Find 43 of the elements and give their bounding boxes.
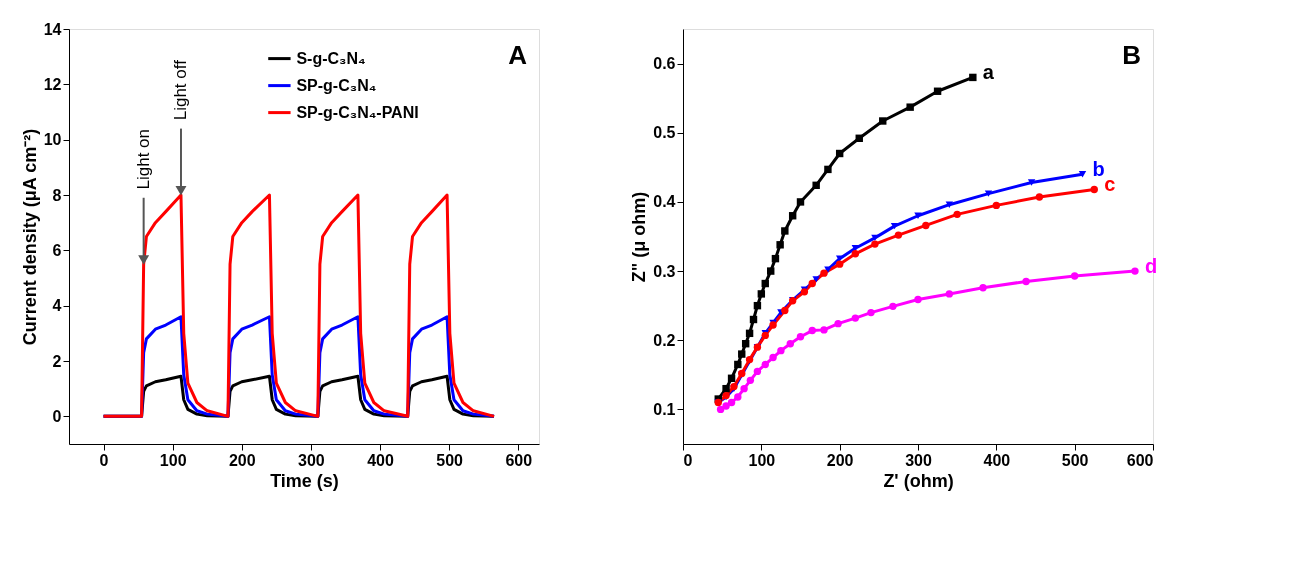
y-tick-label: 12 [43, 75, 62, 93]
x-tick-label: 200 [826, 451, 854, 469]
x-tick-label: 600 [1126, 451, 1154, 469]
annotation: Light on [133, 128, 153, 190]
legend-label: S-g-C₃N₄ [296, 49, 366, 67]
x-tick-label: 500 [1061, 451, 1089, 469]
y-tick-label: 2 [52, 352, 62, 370]
y-tick-label: 0.1 [653, 400, 676, 418]
y-tick-label: 0 [52, 407, 62, 425]
y-tick-label: 0.5 [653, 124, 676, 142]
y-tick-label: 0.2 [653, 331, 676, 349]
x-tick-label: 500 [436, 451, 464, 469]
x-tick-label: 100 [159, 451, 187, 469]
x-tick-label: 300 [905, 451, 932, 469]
legend-label: SP-g-C₃N₄-PANI [296, 103, 419, 121]
x-axis-title: Z' (ohm) [883, 470, 954, 491]
y-axis-title: Z" (μ ohm) [629, 191, 650, 283]
series-label: b [1092, 158, 1105, 181]
legend-label: SP-g-C₃N₄ [296, 76, 377, 94]
x-tick-label: 400 [367, 451, 394, 469]
annotation: Light off [170, 59, 190, 121]
y-tick-label: 6 [52, 241, 62, 259]
y-tick-label: 8 [52, 186, 62, 204]
series-label: d [1144, 255, 1158, 278]
x-tick-label: 100 [748, 451, 776, 469]
y-tick-label: 0.6 [653, 55, 676, 73]
x-tick-label: 600 [505, 451, 533, 469]
y-tick-label: 14 [43, 20, 62, 38]
x-tick-label: 0 [683, 451, 693, 469]
series-label: c [1104, 173, 1116, 196]
annotation: A [508, 40, 528, 70]
series-label: a [982, 61, 995, 84]
y-axis-title: Current density (μA cm⁻²) [19, 128, 40, 346]
y-tick-label: 4 [52, 297, 62, 315]
x-axis-title: Time (s) [270, 470, 339, 491]
x-tick-label: 300 [298, 451, 325, 469]
y-tick-label: 0.4 [653, 193, 676, 211]
x-tick-label: 400 [983, 451, 1011, 469]
x-tick-label: 200 [228, 451, 256, 469]
y-tick-label: 10 [43, 131, 62, 149]
annotation: B [1122, 40, 1141, 70]
y-tick-label: 0.3 [653, 262, 676, 280]
x-tick-label: 0 [99, 451, 109, 469]
